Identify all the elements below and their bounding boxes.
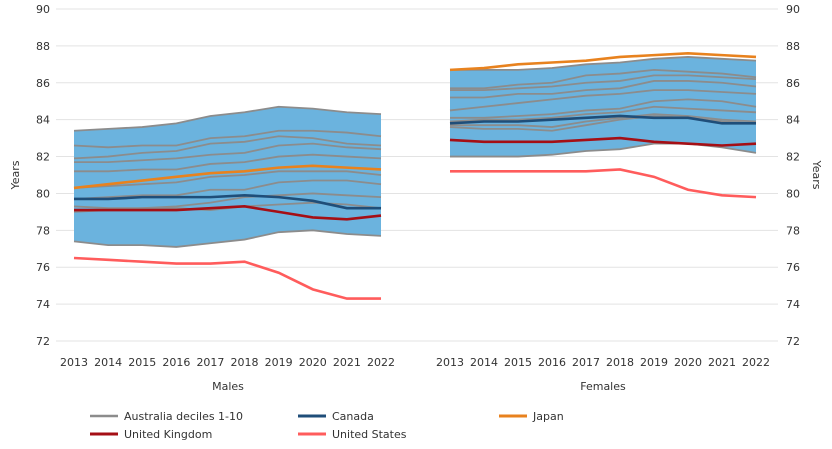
canada-line	[449, 114, 756, 125]
y-tick-label-left: 80	[36, 187, 50, 200]
australia-decile-6-line	[449, 89, 757, 112]
x-tick-label: 2017	[196, 356, 224, 369]
panel-label-males: Males	[212, 380, 244, 393]
x-tick-label: 2021	[708, 356, 736, 369]
y-tick-label-left: 76	[36, 261, 50, 274]
y-tick-label-right: 74	[786, 298, 800, 311]
axes: 72 72 74 74 76 76 78 78 80 80 82 82 84 84 86 86 88 88 90 90…	[36, 3, 800, 369]
united-states-line	[73, 256, 381, 300]
y-tick-label-right: 78	[786, 224, 800, 237]
x-tick-label: 2020	[299, 356, 327, 369]
australia-decile-5-line	[450, 98, 757, 119]
x-tick-label: 2022	[367, 356, 395, 369]
australia-decile-10-line	[73, 105, 382, 132]
y-tick-label-right: 82	[786, 151, 800, 164]
australia-decile-8-line	[450, 74, 757, 92]
australia-decile-4-line	[73, 179, 382, 200]
y-tick-label-left: 88	[36, 40, 50, 53]
x-tick-label: 2016	[162, 356, 190, 369]
y-tick-label-left: 74	[36, 298, 50, 311]
australia-decile-5-line	[73, 170, 382, 189]
y-tick-label-left: 86	[36, 77, 50, 90]
y-tick-label-right: 76	[786, 261, 800, 274]
panel-males	[73, 105, 382, 300]
y-tick-label-left: 82	[36, 151, 50, 164]
y-tick-label-right: 88	[786, 40, 800, 53]
x-tick-label: 2022	[742, 356, 770, 369]
y-axis-label-right: Years	[810, 159, 823, 189]
legend-label-canada: Canada	[332, 410, 374, 423]
legend-label-us: United States	[332, 428, 407, 441]
panel-label-females: Females	[580, 380, 626, 393]
x-tick-label: 2015	[128, 356, 156, 369]
japan-line	[73, 164, 382, 190]
australia-decile-4-line	[449, 105, 757, 123]
legend-label-japan: Japan	[532, 410, 564, 423]
y-tick-label-right: 80	[786, 187, 800, 200]
y-tick-label-left: 90	[36, 3, 50, 16]
y-tick-label-right: 84	[786, 114, 800, 127]
legend-label-uk: United Kingdom	[124, 428, 212, 441]
x-tick-label: 2015	[504, 356, 532, 369]
x-tick-label: 2017	[572, 356, 600, 369]
australia-decile-6-line	[74, 153, 382, 173]
x-tick-label: 2018	[231, 356, 259, 369]
united-states-line	[450, 168, 757, 199]
japan-line	[449, 51, 757, 72]
decile-range-band	[450, 56, 756, 157]
australia-decile-7-line	[74, 142, 382, 163]
y-tick-label-left: 84	[36, 114, 50, 127]
canada-line	[74, 193, 381, 210]
x-tick-label: 2013	[60, 356, 88, 369]
x-tick-label: 2021	[333, 356, 361, 369]
y-tick-label-right: 90	[786, 3, 800, 16]
y-tick-label-right: 72	[786, 335, 800, 348]
y-tick-label-left: 72	[36, 335, 50, 348]
australia-decile-9-line	[450, 68, 757, 90]
y-axis-label-left: Years	[9, 160, 22, 190]
united-kingdom-line	[74, 205, 382, 221]
australia-decile-8-line	[73, 135, 382, 160]
australia-decile-1-line	[73, 229, 382, 248]
legend: Australia deciles 1-10 Canada Japan Unit…	[90, 410, 564, 441]
legend-label-deciles: Australia deciles 1-10	[124, 410, 243, 423]
x-tick-label: 2020	[674, 356, 702, 369]
decile-range-band	[74, 106, 381, 247]
australia-decile-10-line	[450, 56, 757, 71]
australia-decile-3-line	[73, 192, 382, 210]
y-tick-label-left: 78	[36, 224, 50, 237]
australia-decile-7-line	[450, 80, 757, 99]
x-tick-label: 2014	[94, 356, 122, 369]
y-tick-label-right: 86	[786, 77, 800, 90]
x-tick-label: 2014	[470, 356, 498, 369]
x-tick-label: 2013	[436, 356, 464, 369]
united-kingdom-line	[449, 136, 757, 147]
australia-decile-3-line	[450, 113, 757, 128]
panel-females	[449, 51, 757, 199]
x-tick-label: 2018	[606, 356, 634, 369]
australia-decile-9-line	[73, 129, 382, 149]
x-tick-label: 2016	[538, 356, 566, 369]
x-tick-label: 2019	[640, 356, 668, 369]
plot-area	[73, 51, 757, 300]
x-tick-label: 2019	[265, 356, 293, 369]
